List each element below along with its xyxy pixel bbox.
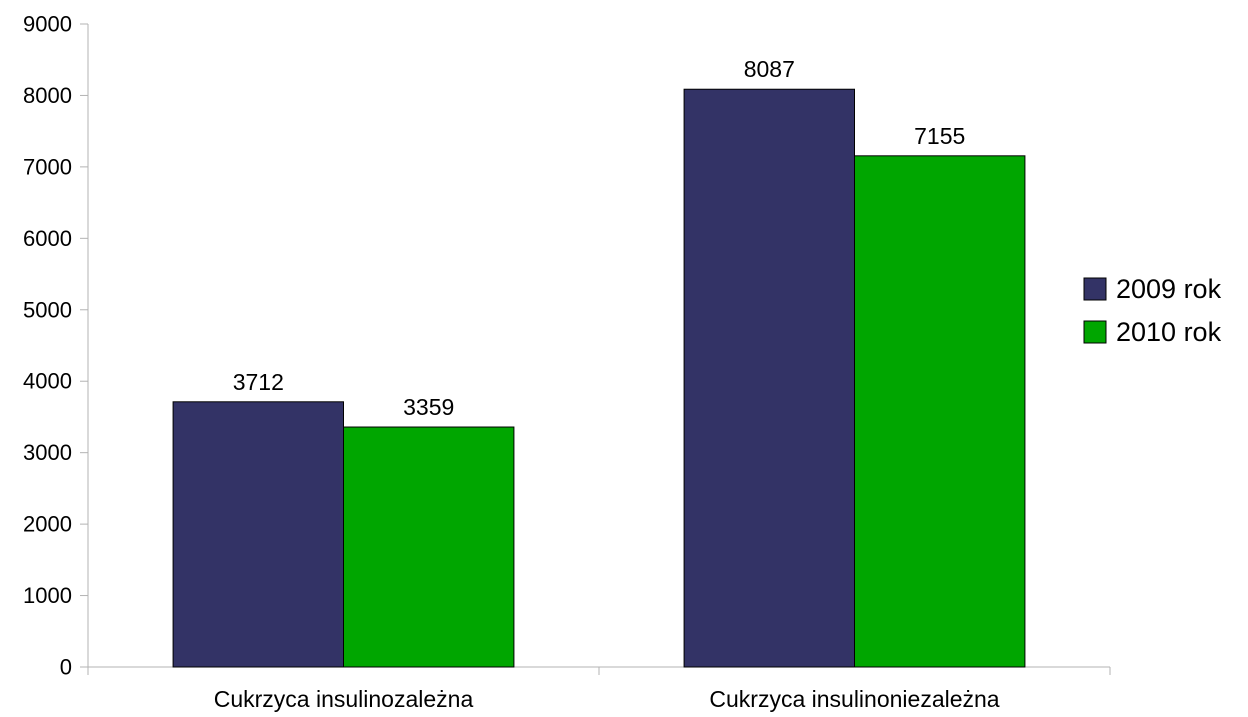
data-label: 3712 (233, 369, 284, 395)
legend: 2009 rok 2010 rok (1083, 274, 1222, 347)
bar (172, 401, 344, 668)
y-tick-label: 5000 (23, 297, 72, 322)
data-label: 3359 (403, 394, 454, 420)
bar (343, 426, 515, 668)
y-tick-label: 4000 (23, 369, 72, 394)
y-tick-label: 7000 (23, 154, 72, 179)
y-tick-label: 2000 (23, 512, 72, 537)
data-label: 8087 (744, 56, 795, 82)
y-tick-label: 9000 (23, 12, 72, 37)
y-tick-label: 1000 (23, 583, 72, 608)
bar (854, 155, 1026, 668)
legend-swatch (1083, 277, 1107, 301)
y-tick-label: 3000 (23, 440, 72, 465)
y-tick-label: 8000 (23, 83, 72, 108)
legend-label: 2009 rok (1116, 274, 1222, 304)
legend-swatch (1083, 320, 1107, 344)
legend-label: 2010 rok (1116, 317, 1222, 347)
x-axis: Cukrzyca insulinozależna Cukrzyca insulin… (87, 666, 1111, 712)
y-tick-label: 6000 (23, 226, 72, 251)
bars (172, 88, 1026, 668)
data-label: 7155 (914, 123, 965, 149)
data-labels: 3712 3359 8087 7155 (233, 56, 966, 420)
y-axis: 0 1000 2000 3000 4000 5000 6000 7000 8000 9000 (23, 12, 89, 680)
y-tick-label: 0 (60, 655, 72, 680)
x-category-label: Cukrzyca insulinoniezależna (709, 686, 999, 712)
x-category-label: Cukrzyca insulinozależna (214, 686, 474, 712)
bar (683, 88, 855, 668)
